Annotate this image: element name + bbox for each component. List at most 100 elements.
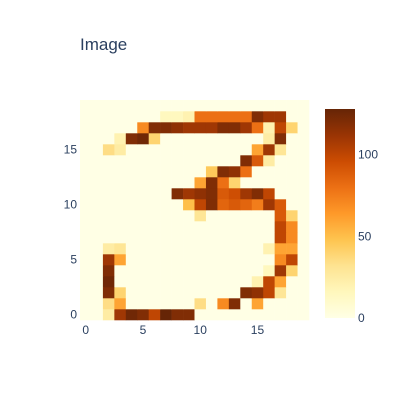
heatmap-cell xyxy=(80,100,92,112)
heatmap-cell xyxy=(183,100,195,112)
heatmap-cell xyxy=(137,309,149,321)
heatmap-cell xyxy=(194,276,207,288)
heatmap-cell xyxy=(217,177,230,189)
heatmap-cell xyxy=(251,254,264,266)
heatmap-cell xyxy=(286,232,298,244)
heatmap-cell xyxy=(251,221,264,233)
heatmap-cell xyxy=(148,155,161,167)
heatmap-cell xyxy=(297,243,310,255)
heatmap-cell xyxy=(194,100,207,112)
heatmap-cell xyxy=(137,210,149,222)
heatmap-cell xyxy=(274,298,287,310)
heatmap-cell xyxy=(160,199,172,211)
heatmap-cell xyxy=(125,243,138,255)
heatmap-cell xyxy=(137,298,149,310)
heatmap-cell xyxy=(205,210,218,222)
heatmap-cell xyxy=(217,155,230,167)
heatmap-cell xyxy=(114,177,127,189)
heatmap-cell xyxy=(114,221,127,233)
heatmap-cell xyxy=(263,243,275,255)
heatmap-cell xyxy=(114,210,127,222)
heatmap-cell xyxy=(240,232,253,244)
heatmap-cell xyxy=(160,133,172,145)
heatmap-cell xyxy=(217,166,230,178)
heatmap-cell xyxy=(263,122,275,134)
heatmap-cell xyxy=(217,133,230,145)
heatmap-cell xyxy=(125,188,138,200)
heatmap-cell xyxy=(148,144,161,156)
heatmap-cell xyxy=(102,232,115,244)
x-tick-label: 0 xyxy=(82,323,89,337)
heatmap-cell xyxy=(297,111,310,123)
heatmap-cell xyxy=(148,188,161,200)
heatmap-cell xyxy=(148,122,161,134)
heatmap-cell xyxy=(217,232,230,244)
heatmap-cell xyxy=(80,309,92,321)
heatmap-cell xyxy=(205,177,218,189)
heatmap-cell xyxy=(297,221,310,233)
heatmap-cell xyxy=(114,133,127,145)
heatmap-cell xyxy=(194,309,207,321)
heatmap-cell xyxy=(80,254,92,266)
heatmap-cell xyxy=(286,155,298,167)
heatmap-cell xyxy=(125,111,138,123)
heatmap-cell xyxy=(263,100,275,112)
heatmap-cell xyxy=(148,232,161,244)
heatmap-cell xyxy=(217,122,230,134)
heatmap-cell xyxy=(160,177,172,189)
heatmap-cell xyxy=(194,111,207,123)
heatmap-cell xyxy=(160,221,172,233)
heatmap-cell xyxy=(91,287,104,299)
heatmap-cell xyxy=(240,122,253,134)
heatmap-cell xyxy=(171,287,184,299)
heatmap-cell xyxy=(240,177,253,189)
heatmap-cell xyxy=(91,254,104,266)
heatmap-cell xyxy=(80,265,92,277)
heatmap-cell xyxy=(160,309,172,321)
heatmap-cell xyxy=(251,133,264,145)
heatmap-cell xyxy=(125,265,138,277)
heatmap-cell xyxy=(171,276,184,288)
heatmap-cell xyxy=(194,265,207,277)
heatmap-cell xyxy=(251,177,264,189)
heatmap-cell xyxy=(80,133,92,145)
heatmap-cell xyxy=(297,309,310,321)
heatmap-cell xyxy=(125,287,138,299)
heatmap-cell xyxy=(171,144,184,156)
heatmap-cell xyxy=(160,265,172,277)
heatmap-cell xyxy=(171,177,184,189)
heatmap-cell xyxy=(91,177,104,189)
heatmap-cell xyxy=(148,298,161,310)
heatmap-cell xyxy=(148,199,161,211)
heatmap-cell xyxy=(102,287,115,299)
heatmap-cell xyxy=(114,232,127,244)
heatmap-cell xyxy=(183,265,195,277)
heatmap-cell xyxy=(274,111,287,123)
heatmap-cell xyxy=(240,166,253,178)
heatmap-cells xyxy=(80,100,310,321)
heatmap-cell xyxy=(91,298,104,310)
heatmap-cell xyxy=(171,265,184,277)
heatmap-cell xyxy=(91,188,104,200)
heatmap-cell xyxy=(137,133,149,145)
heatmap-cell xyxy=(148,111,161,123)
heatmap-cell xyxy=(263,133,275,145)
heatmap-cell xyxy=(297,276,310,288)
heatmap-cell xyxy=(263,232,275,244)
heatmap-cell xyxy=(297,199,310,211)
heatmap-cell xyxy=(91,243,104,255)
heatmap-cell xyxy=(194,210,207,222)
heatmap-cell xyxy=(148,265,161,277)
heatmap-cell xyxy=(171,188,184,200)
heatmap-cell xyxy=(194,166,207,178)
heatmap-cell xyxy=(228,166,241,178)
heatmap-cell xyxy=(228,122,241,134)
heatmap-cell xyxy=(286,166,298,178)
heatmap-cell xyxy=(80,298,92,310)
heatmap-cell xyxy=(228,309,241,321)
heatmap-cell xyxy=(240,265,253,277)
heatmap-cell xyxy=(286,210,298,222)
heatmap-cell xyxy=(183,221,195,233)
heatmap-cell xyxy=(183,155,195,167)
